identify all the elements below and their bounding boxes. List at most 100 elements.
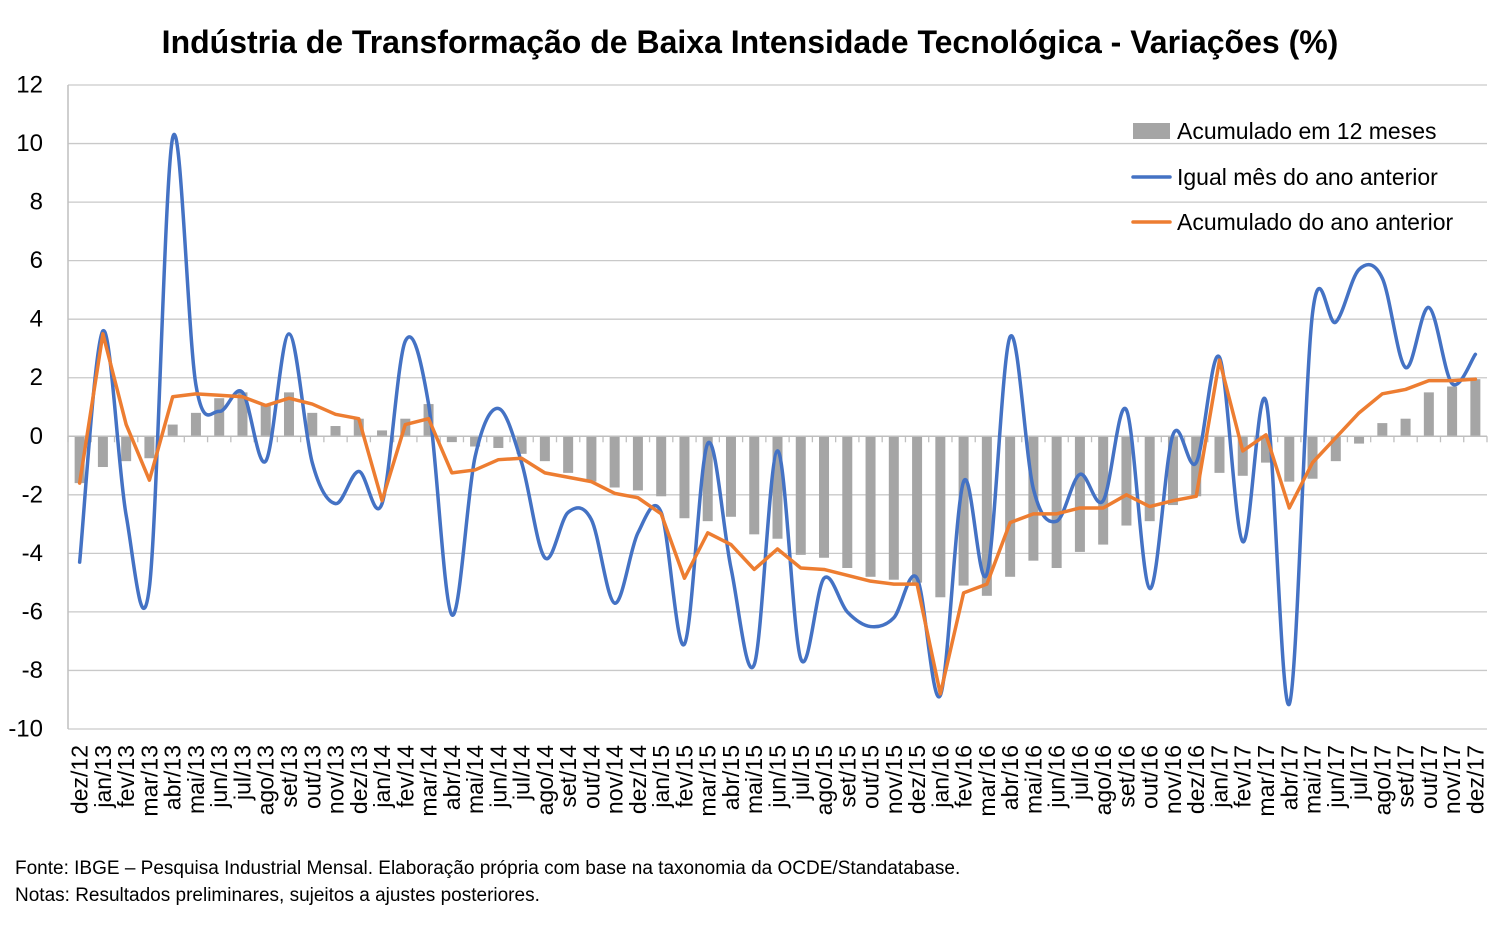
x-tick-label-dez-16: dez/16 (1183, 745, 1209, 814)
bar-set-16 (1121, 436, 1132, 526)
bar-jun-16 (1051, 436, 1062, 568)
x-tick-label-abr-16: abr/16 (997, 745, 1023, 810)
x-tick-label-jan-15: jan/15 (648, 745, 674, 809)
x-tick-label-mar-13: mar/13 (136, 745, 162, 817)
bar-jan-15 (656, 436, 667, 497)
bar-out-14 (586, 436, 597, 482)
x-tick-label-jun-16: jun/16 (1044, 745, 1070, 809)
bar-mai-13 (190, 412, 201, 437)
x-tick-label-jun-14: jun/14 (485, 745, 511, 809)
bar-set-14 (563, 436, 574, 473)
x-tick-label-mai-17: mai/17 (1300, 745, 1326, 814)
bar-dez-14 (632, 436, 643, 491)
bar-abr-16 (1005, 436, 1016, 577)
notes-line: Notas: Resultados preliminares, sujeitos… (15, 885, 540, 906)
x-tick-label-out-17: out/17 (1416, 745, 1442, 809)
bar-jul-16 (1074, 436, 1085, 552)
x-tick-label-ago-16: ago/16 (1090, 745, 1116, 815)
bar-out-16 (1144, 436, 1155, 522)
source-note: Fonte: IBGE – Pesquisa Industrial Mensal… (15, 858, 961, 879)
x-tick-label-jan-16: jan/16 (927, 745, 953, 809)
bar-jul-17 (1354, 436, 1365, 444)
x-tick-label-jul-14: jul/14 (509, 745, 535, 801)
x-tick-label-set-17: set/17 (1393, 745, 1419, 808)
bar-abr-14 (446, 436, 457, 443)
bar-jul-14 (516, 436, 527, 454)
x-tick-label-fev-17: fev/17 (1230, 745, 1256, 808)
x-tick-label-mar-15: mar/15 (695, 745, 721, 817)
line-igual-mes-do-ano-anterior (77, 132, 1478, 706)
bar-fev-16 (958, 436, 969, 586)
bar-dez-15 (912, 436, 923, 583)
bar-out-13 (307, 412, 318, 437)
x-tick-label-set-16: set/16 (1113, 745, 1139, 808)
bar-ago-14 (539, 436, 550, 462)
x-axis-tick-labels: dez/12jan/13fev/13mar/13abr/13mai/13jun/… (67, 745, 1489, 817)
gridlines (68, 84, 1487, 730)
x-tick-label-abr-14: abr/14 (439, 745, 465, 810)
bar-fev-13 (121, 436, 132, 462)
bar-jun-15 (772, 436, 783, 539)
x-tick-label-nov-13: nov/13 (323, 745, 349, 814)
bar-nov-17 (1447, 386, 1458, 437)
x-tick-label-fev-16: fev/16 (951, 745, 977, 808)
x-tick-label-dez-14: dez/14 (625, 745, 651, 814)
bar-mai-17 (1307, 436, 1318, 479)
x-tick-label-abr-17: abr/17 (1276, 745, 1302, 810)
bar-mar-16 (981, 436, 992, 596)
bar-jan-16 (935, 436, 946, 598)
x-tick-label-abr-15: abr/15 (718, 745, 744, 810)
x-tick-label-fev-13: fev/13 (113, 745, 139, 808)
x-tick-label-jul-13: jul/13 (229, 745, 255, 801)
bar-dez-13 (353, 418, 364, 437)
bar-ago-17 (1377, 423, 1388, 437)
x-tick-label-mai-14: mai/14 (462, 745, 488, 814)
bar-jan-14 (377, 430, 388, 437)
x-tick-label-jun-17: jun/17 (1323, 745, 1349, 809)
legend: Acumulado em 12 meses Igual mês do ano a… (1131, 118, 1454, 235)
bar-jun-13 (214, 398, 225, 437)
x-tick-label-nov-15: nov/15 (881, 745, 907, 814)
y-tick-label-6: 6 (30, 247, 43, 274)
x-tick-label-ago-13: ago/13 (253, 745, 279, 815)
y-tick-label-0: 0 (30, 423, 43, 450)
bar-jan-13 (97, 436, 108, 468)
x-tick-label-set-13: set/13 (276, 745, 302, 808)
bar-nov-16 (1167, 436, 1178, 506)
x-tick-label-set-14: set/14 (555, 745, 581, 808)
x-tick-label-jul-15: jul/15 (788, 745, 814, 801)
bar-nov-13 (330, 426, 341, 437)
y-tick-label-minus-10: -10 (8, 716, 43, 743)
x-tick-label-mar-16: mar/16 (974, 745, 1000, 817)
y-tick-label-minus-4: -4 (22, 540, 43, 567)
x-tick-label-abr-13: abr/13 (160, 745, 186, 810)
y-tick-label-8: 8 (30, 189, 43, 216)
x-tick-label-nov-17: nov/17 (1439, 745, 1465, 814)
bar-nov-15 (888, 436, 899, 580)
bar-set-17 (1400, 418, 1411, 437)
y-tick-label-12: 12 (16, 72, 43, 99)
x-tick-label-jul-16: jul/16 (1067, 745, 1093, 801)
x-tick-label-dez-17: dez/17 (1462, 745, 1488, 814)
x-tick-label-jan-14: jan/14 (369, 745, 395, 809)
bar-mar-15 (702, 436, 713, 522)
bar-abr-15 (725, 436, 736, 517)
x-tick-label-ago-17: ago/17 (1369, 745, 1395, 815)
x-tick-label-mai-13: mai/13 (183, 745, 209, 814)
bar-mai-14 (470, 436, 481, 447)
bar-series-acumulado-em-12-meses (74, 379, 1481, 598)
x-tick-label-out-13: out/13 (299, 745, 325, 809)
bar-mar-13 (144, 436, 155, 459)
bar-jul-15 (795, 436, 806, 555)
line-acumulado-do-ano-anterior (77, 332, 1478, 696)
bar-set-15 (842, 436, 853, 568)
x-tick-label-set-15: set/15 (834, 745, 860, 808)
chart-title: Indústria de Transformação de Baixa Inte… (162, 24, 1339, 60)
plot-area (67, 84, 1488, 730)
x-tick-label-nov-16: nov/16 (1160, 745, 1186, 814)
x-tick-label-dez-15: dez/15 (904, 745, 930, 814)
bar-fev-15 (679, 436, 690, 519)
legend-swatch-bar (1133, 123, 1170, 139)
bar-set-13 (283, 392, 294, 437)
